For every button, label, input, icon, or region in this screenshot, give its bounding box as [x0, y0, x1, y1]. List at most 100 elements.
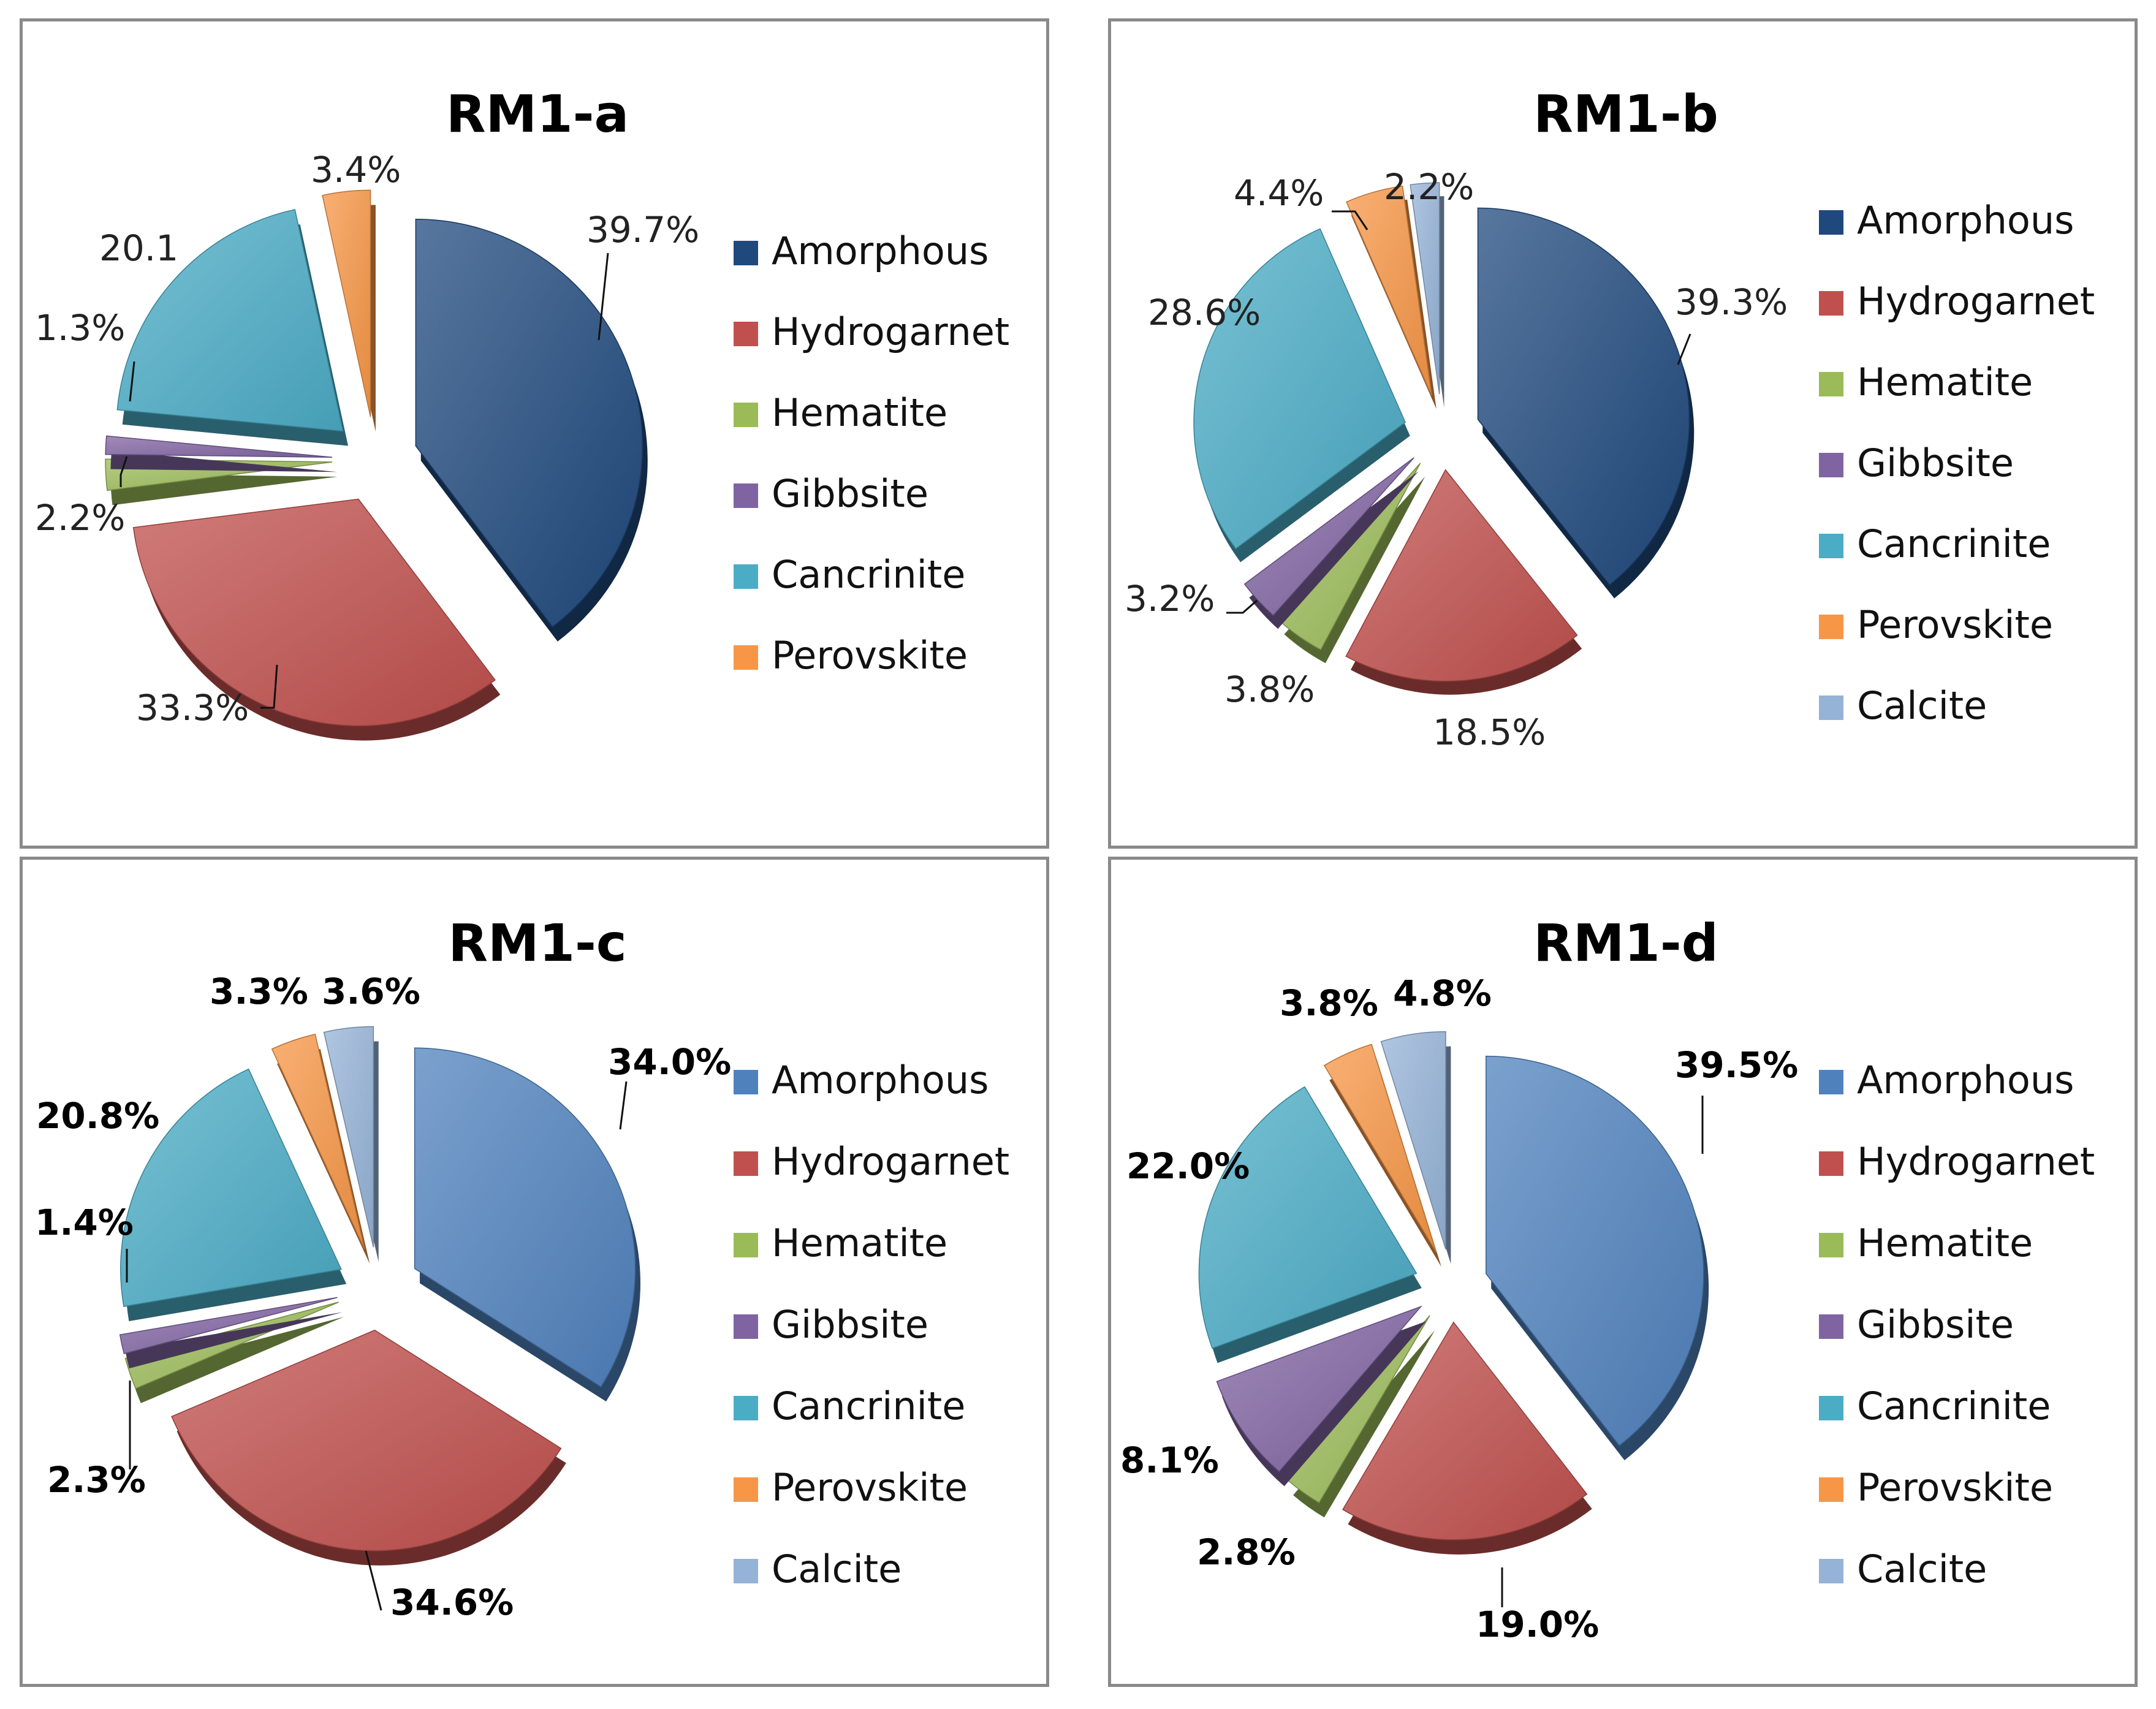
data-label-gibbsite: 1.3% — [35, 307, 125, 349]
data-label-gibbsite: 3.2% — [1125, 578, 1215, 620]
legend-swatch — [734, 1070, 758, 1094]
slice-perovskite — [1346, 185, 1437, 409]
legend-item-gibbsite: Gibbsite — [1819, 441, 2014, 485]
pie-chart-rm1-c: RM1-c 34.0% 34.6% 2.3% 1.4% 20.8% 3.3% 3.6% Am… — [35, 913, 1009, 1623]
legend-label: Hematite — [1857, 1221, 2033, 1265]
legend-label: Perovskite — [772, 633, 968, 678]
legend-label: Amorphous — [1857, 198, 2074, 243]
legend-label: Hematite — [772, 390, 947, 435]
slice-gibbsite — [1216, 1305, 1427, 1487]
legend-swatch — [1819, 1396, 1843, 1420]
slice-top-calcite — [1380, 1031, 1446, 1249]
chart-panel-rm1-c: RM1-c 34.0% 34.6% 2.3% 1.4% 20.8% 3.3% 3.6% Am… — [20, 857, 1049, 1687]
data-label-hematite: 3.8% — [1224, 669, 1315, 710]
data-label-hydrogarnet: 33.3% — [136, 687, 249, 729]
legend-item-hematite: Hematite — [1819, 1221, 2033, 1265]
data-label-cancrinite: 20.1 — [99, 227, 178, 269]
legend-item-perovskite: Perovskite — [734, 633, 968, 678]
legend-label: Hematite — [772, 1221, 947, 1265]
slice-perovskite — [322, 189, 376, 432]
leader-line-amorphous — [1677, 333, 1691, 365]
slice-calcite — [323, 1026, 379, 1262]
slice-perovskite — [271, 1033, 370, 1264]
legend-label: Calcite — [1857, 683, 1987, 728]
legend-swatch — [1819, 1559, 1843, 1583]
data-label-gibbsite: 8.1% — [1120, 1439, 1219, 1481]
slice-gibbsite — [119, 1297, 343, 1369]
legend-swatch — [1819, 453, 1843, 477]
legend-swatch — [734, 1233, 758, 1257]
slice-top-calcite — [1410, 182, 1440, 395]
legend-swatch — [734, 564, 758, 589]
legend-item-hematite: Hematite — [734, 390, 947, 435]
slice-top-perovskite — [1346, 185, 1432, 396]
slice-top-amorphous — [415, 218, 643, 627]
slice-top-hydrogarnet — [171, 1329, 562, 1552]
legend-swatch — [1819, 1070, 1843, 1094]
leader-line-hematite — [120, 456, 128, 487]
pie-slices — [119, 1026, 640, 1566]
data-label-cancrinite: 20.8% — [36, 1095, 159, 1137]
legend-swatch — [1819, 1477, 1843, 1502]
slice-perovskite — [1323, 1044, 1441, 1267]
slice-gibbsite — [105, 435, 338, 472]
legend-label: Gibbsite — [772, 1302, 928, 1347]
legend-swatch — [1819, 1314, 1843, 1339]
data-label-perovskite: 3.8% — [1280, 982, 1378, 1024]
legend-item-cancrinite: Cancrinite — [734, 552, 965, 597]
legend-item-cancrinite: Cancrinite — [1819, 1384, 2051, 1428]
legend-item-gibbsite: Gibbsite — [734, 1302, 928, 1347]
leader-line-gibbsite — [129, 361, 135, 402]
legend-item-calcite: Calcite — [1819, 1547, 1987, 1591]
legend-item-calcite: Calcite — [1819, 683, 1987, 728]
data-label-amorphous: 39.7% — [586, 209, 699, 251]
slice-cancrinite — [120, 1068, 347, 1322]
leader-line-amorphous — [619, 1081, 628, 1130]
slice-amorphous — [415, 218, 648, 642]
legend-swatch — [734, 403, 758, 427]
legend: Amorphous Hydrogarnet Hematite Gibbsite Canc… — [1819, 198, 2095, 728]
slice-top-cancrinite — [116, 209, 344, 432]
data-label-calcite: 2.2% — [1384, 166, 1474, 208]
data-label-hydrogarnet: 34.6% — [390, 1582, 514, 1623]
data-label-calcite: 4.8% — [1393, 972, 1492, 1014]
legend-swatch — [1819, 1151, 1843, 1176]
slice-top-hydrogarnet — [1342, 1321, 1588, 1540]
chart-title: RM1-d — [1533, 913, 1718, 973]
slice-depth-gibbsite — [125, 1312, 343, 1369]
slice-amorphous — [1477, 207, 1695, 599]
data-label-hydrogarnet: 19.0% — [1476, 1604, 1599, 1645]
legend-swatch — [734, 1477, 758, 1502]
slice-calcite — [1380, 1031, 1451, 1264]
data-label-hydrogarnet: 18.5% — [1433, 711, 1546, 753]
chart-panel-rm1-b: RM1-b 39.3% 18.5% 3.8% 3.2% 28.6% 4.4% 2.2% Am… — [1108, 18, 2138, 849]
legend-swatch — [734, 483, 758, 508]
slice-depth-gibbsite — [110, 450, 338, 472]
legend-item-perovskite: Perovskite — [1819, 1465, 2053, 1510]
legend-swatch — [1819, 291, 1843, 316]
data-label-perovskite: 4.4% — [1234, 172, 1324, 214]
slice-gibbsite — [1243, 457, 1419, 629]
data-label-cancrinite: 28.6% — [1148, 292, 1261, 333]
legend: Amorphous Hydrogarnet Hematite Gibbsite Canc… — [1819, 1058, 2095, 1591]
legend-swatch — [734, 1314, 758, 1339]
chart-panel-rm1-a: RM1-a 39.7% 33.3% 2.2% 1.3% 20.1 3.4% Amorpho… — [20, 18, 1049, 849]
slice-labels: 39.7% 33.3% 2.2% 1.3% 20.1 3.4% — [35, 149, 699, 729]
legend-swatch — [1819, 1233, 1843, 1257]
slice-top-perovskite — [1323, 1044, 1437, 1252]
data-label-amorphous: 39.5% — [1675, 1044, 1798, 1086]
legend-label: Calcite — [1857, 1547, 1987, 1591]
legend-swatch — [1819, 210, 1843, 235]
pie-chart-rm1-a: RM1-a 39.7% 33.3% 2.2% 1.3% 20.1 3.4% Amorpho… — [35, 84, 1009, 741]
legend-label: Calcite — [772, 1547, 901, 1591]
legend-item-gibbsite: Gibbsite — [1819, 1302, 2014, 1347]
legend-item-hydrogarnet: Hydrogarnet — [734, 309, 1009, 354]
data-label-perovskite: 3.4% — [311, 149, 401, 191]
data-label-cancrinite: 22.0% — [1126, 1145, 1250, 1187]
legend-item-amorphous: Amorphous — [734, 1058, 989, 1102]
legend-item-cancrinite: Cancrinite — [1819, 521, 2051, 566]
leader-line-gibbsite — [1226, 599, 1258, 614]
slice-top-amorphous — [1486, 1055, 1704, 1447]
pie-slices — [1193, 182, 1695, 695]
slice-top-perovskite — [271, 1033, 365, 1249]
